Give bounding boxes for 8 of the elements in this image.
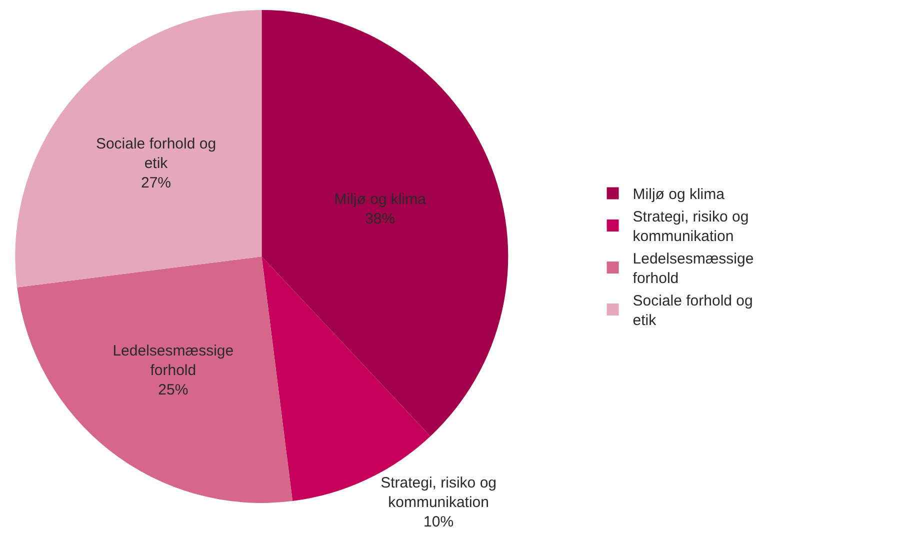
legend-label: Miljø og klima xyxy=(632,186,726,204)
legend-label: Ledelsesmæssige forhold xyxy=(632,250,754,288)
legend-label: Strategi, risiko og kommunikation xyxy=(632,208,749,246)
data-label: Miljø og klima 38% xyxy=(334,191,427,228)
data-label: Ledelsesmæssige forhold 25% xyxy=(112,342,234,399)
data-label: Strategi, risiko og kommunikation 10% xyxy=(380,474,496,530)
data-label: Sociale forhold og etik 27% xyxy=(96,135,216,192)
legend-label: Sociale forhold og etik xyxy=(632,292,753,330)
